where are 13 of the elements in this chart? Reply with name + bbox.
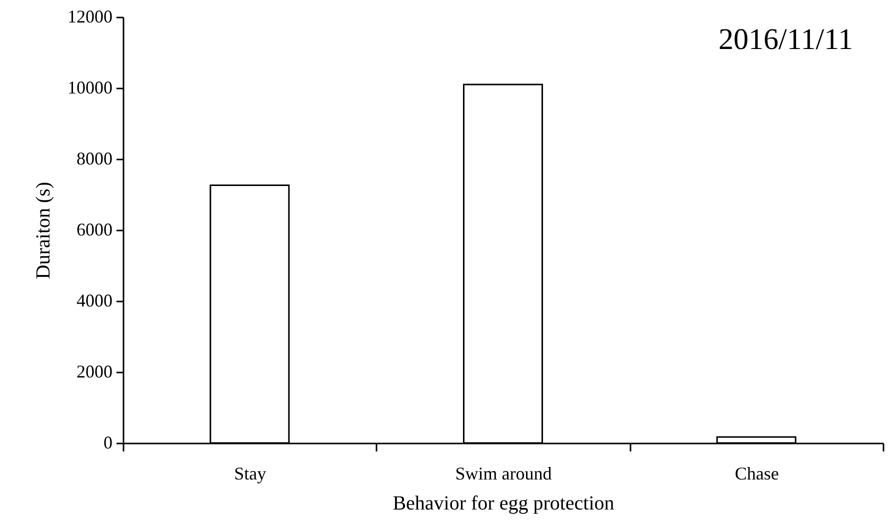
- x-tick-label: Chase: [734, 464, 779, 484]
- y-axis-title: Duraiton (s): [32, 182, 54, 280]
- x-tick-label: Stay: [234, 464, 266, 484]
- y-tick-label: 10000: [68, 78, 112, 98]
- x-tick-label: Swim around: [455, 464, 552, 484]
- y-tick-label: 8000: [76, 148, 112, 168]
- annotation: 2016/11/11: [718, 23, 853, 56]
- y-tick-label: 4000: [76, 290, 112, 310]
- y-tick-label: 12000: [68, 6, 112, 26]
- y-tick-label: 6000: [76, 220, 112, 240]
- x-axis-title: Behavior for egg protection: [392, 492, 614, 514]
- y-tick-label: 2000: [76, 362, 112, 382]
- y-tick-label: 0: [104, 432, 112, 452]
